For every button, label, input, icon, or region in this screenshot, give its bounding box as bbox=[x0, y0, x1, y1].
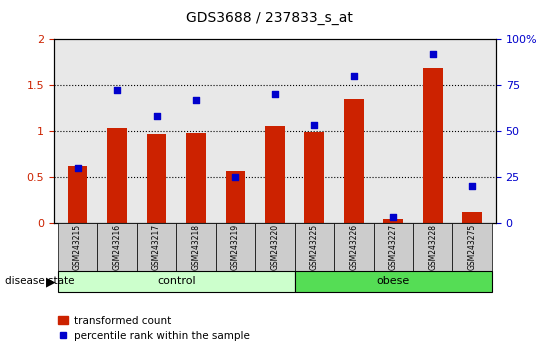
Point bbox=[429, 51, 437, 57]
Text: ▶: ▶ bbox=[45, 275, 55, 288]
Bar bbox=[344, 99, 364, 223]
Bar bbox=[462, 212, 482, 223]
Text: obese: obese bbox=[377, 276, 410, 286]
Point bbox=[73, 165, 82, 171]
Text: disease state: disease state bbox=[5, 276, 75, 286]
Point bbox=[192, 97, 201, 103]
Text: control: control bbox=[157, 276, 196, 286]
Bar bbox=[265, 126, 285, 223]
Legend: transformed count, percentile rank within the sample: transformed count, percentile rank withi… bbox=[54, 312, 253, 345]
Text: GSM243220: GSM243220 bbox=[271, 224, 279, 270]
Bar bbox=[147, 134, 167, 223]
Text: GSM243218: GSM243218 bbox=[191, 224, 201, 270]
Text: GSM243228: GSM243228 bbox=[429, 224, 437, 270]
Point bbox=[468, 183, 476, 189]
Bar bbox=[68, 166, 87, 223]
Bar bbox=[107, 128, 127, 223]
Point bbox=[389, 215, 398, 220]
Bar bbox=[383, 219, 403, 223]
Bar bbox=[423, 68, 443, 223]
Text: GSM243226: GSM243226 bbox=[349, 224, 358, 270]
Text: GSM243215: GSM243215 bbox=[73, 224, 82, 270]
Text: GSM243225: GSM243225 bbox=[310, 224, 319, 270]
Point bbox=[271, 91, 279, 97]
Bar bbox=[225, 171, 245, 223]
Point bbox=[310, 122, 319, 128]
Text: GSM243216: GSM243216 bbox=[113, 224, 121, 270]
Text: GSM243227: GSM243227 bbox=[389, 224, 398, 270]
Point bbox=[231, 174, 240, 180]
Point bbox=[349, 73, 358, 79]
Text: GSM243275: GSM243275 bbox=[468, 224, 476, 270]
Bar bbox=[186, 133, 206, 223]
Text: GSM243217: GSM243217 bbox=[152, 224, 161, 270]
Point bbox=[113, 88, 121, 93]
Text: GDS3688 / 237833_s_at: GDS3688 / 237833_s_at bbox=[186, 11, 353, 25]
Point bbox=[152, 113, 161, 119]
Bar bbox=[305, 132, 324, 223]
Text: GSM243219: GSM243219 bbox=[231, 224, 240, 270]
